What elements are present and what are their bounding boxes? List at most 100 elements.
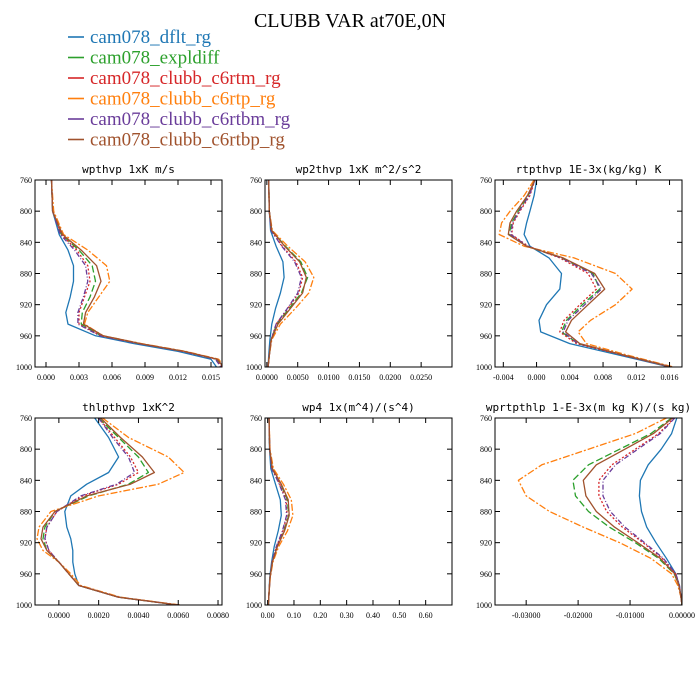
x-tick-label: 0.009 bbox=[136, 373, 154, 382]
y-tick-label: 760 bbox=[20, 414, 32, 423]
y-tick-label: 1000 bbox=[16, 601, 32, 610]
series-line bbox=[50, 180, 222, 367]
x-tick-label: 0.40 bbox=[366, 611, 380, 620]
series-line bbox=[267, 418, 290, 605]
x-tick-label: 0.012 bbox=[627, 373, 645, 382]
legend-label: cam078_clubb_c6rtbm_rg bbox=[90, 109, 291, 130]
y-tick-label: 840 bbox=[250, 238, 262, 247]
series-line bbox=[517, 418, 682, 605]
x-tick-label: -0.03000 bbox=[512, 611, 541, 620]
series-line bbox=[582, 418, 682, 605]
series-line bbox=[510, 180, 672, 367]
chart-panel: rtpthvp 1E-3x(kg/kg) K -0.004 0.000 0.004 0.… bbox=[476, 163, 683, 382]
x-tick-label: 0.20 bbox=[313, 611, 327, 620]
x-tick-label: 0.0050 bbox=[287, 373, 309, 382]
series-group bbox=[36, 418, 185, 605]
y-tick-label: 880 bbox=[480, 270, 492, 279]
y-tick-label: 880 bbox=[20, 508, 32, 517]
legend-label: cam078_clubb_c6rtbp_rg bbox=[90, 130, 285, 151]
x-tick-label: -0.004 bbox=[493, 373, 514, 382]
legend-entry: cam078_clubb_c6rtbp_rg bbox=[68, 130, 285, 151]
y-tick-label: 920 bbox=[250, 539, 262, 548]
y-tick-label: 920 bbox=[20, 301, 32, 310]
y-tick-label: 960 bbox=[480, 332, 492, 341]
y-tick-label: 800 bbox=[480, 445, 492, 454]
y-tick-label: 800 bbox=[480, 207, 492, 216]
series-line bbox=[50, 180, 222, 367]
series-group bbox=[267, 418, 294, 605]
figure-title: CLUBB VAR at70E,0N bbox=[254, 10, 446, 32]
x-tick-label: 0.10 bbox=[287, 611, 301, 620]
series-line bbox=[267, 418, 290, 605]
x-tick-label: 0.003 bbox=[70, 373, 88, 382]
plot-frame bbox=[264, 179, 453, 368]
legend-label: cam078_expldiff bbox=[90, 48, 220, 69]
series-line bbox=[508, 180, 672, 367]
y-tick-label: 840 bbox=[20, 238, 32, 247]
chart-panel: wprtpthlp 1-E-3x(m kg K)/(s kg) -0.03000 -… bbox=[476, 401, 695, 620]
chart-panel: wp2thvp 1xK m^2/s^2 0.0000 0.0050 0.0100 0.0… bbox=[246, 163, 453, 382]
series-line bbox=[40, 418, 179, 605]
x-tick-label: -0.02000 bbox=[564, 611, 593, 620]
y-tick-label: 840 bbox=[250, 476, 262, 485]
series-line bbox=[507, 180, 673, 367]
y-tick-label: 880 bbox=[480, 508, 492, 517]
series-line bbox=[602, 418, 682, 605]
y-tick-label: 1000 bbox=[246, 363, 262, 372]
x-tick-label: 0.016 bbox=[661, 373, 679, 382]
x-tick-label: 0.004 bbox=[561, 373, 579, 382]
y-tick-label: 880 bbox=[250, 508, 262, 517]
x-tick-label: 0.00000 bbox=[669, 611, 695, 620]
series-group bbox=[267, 180, 315, 367]
x-tick-label: 0.006 bbox=[103, 373, 121, 382]
x-tick-label: 0.015 bbox=[202, 373, 220, 382]
legend-label: cam078_clubb_c6rtp_rg bbox=[90, 89, 276, 110]
legend: cam078_dflt_rgcam078_expldiffcam078_club… bbox=[68, 27, 291, 151]
x-tick-label: 0.008 bbox=[594, 373, 612, 382]
series-line bbox=[267, 180, 309, 367]
legend-entry: cam078_dflt_rg bbox=[68, 27, 212, 48]
y-tick-label: 960 bbox=[250, 332, 262, 341]
y-tick-label: 760 bbox=[480, 176, 492, 185]
x-tick-label: 0.0020 bbox=[88, 611, 110, 620]
y-tick-label: 920 bbox=[480, 301, 492, 310]
y-tick-label: 840 bbox=[480, 238, 492, 247]
x-tick-label: 0.30 bbox=[340, 611, 354, 620]
x-tick-label: 0.0100 bbox=[318, 373, 340, 382]
series-line bbox=[50, 180, 222, 367]
y-tick-label: 800 bbox=[20, 445, 32, 454]
series-group bbox=[517, 418, 682, 605]
x-tick-label: 0.0150 bbox=[348, 373, 370, 382]
panel-title: wp4 1x(m^4)/(s^4) bbox=[302, 401, 415, 414]
series-line bbox=[267, 180, 304, 367]
y-tick-label: 840 bbox=[480, 476, 492, 485]
chart-panels: wpthvp 1xK m/s 0.000 0.003 0.006 0.009 0.012 0… bbox=[16, 163, 695, 620]
series-line bbox=[267, 180, 303, 367]
chart-panel: wpthvp 1xK m/s 0.000 0.003 0.006 0.009 0.012 0… bbox=[16, 163, 223, 382]
x-tick-label: 0.50 bbox=[392, 611, 406, 620]
panel-title: rtpthvp 1E-3x(kg/kg) K bbox=[516, 163, 662, 176]
x-tick-label: 0.000 bbox=[528, 373, 546, 382]
x-tick-label: 0.0200 bbox=[379, 373, 401, 382]
legend-entry: cam078_clubb_c6rtbm_rg bbox=[68, 109, 291, 130]
y-tick-label: 920 bbox=[250, 301, 262, 310]
x-tick-label: 0.000 bbox=[37, 373, 55, 382]
series-line bbox=[267, 180, 285, 367]
series-line bbox=[36, 418, 185, 605]
series-group bbox=[498, 180, 674, 367]
y-tick-label: 760 bbox=[480, 414, 492, 423]
y-tick-label: 960 bbox=[20, 332, 32, 341]
series-line bbox=[42, 418, 179, 605]
x-tick-label: 0.00 bbox=[261, 611, 275, 620]
series-line bbox=[50, 180, 222, 366]
y-tick-label: 880 bbox=[250, 270, 262, 279]
series-line bbox=[267, 180, 315, 367]
y-tick-label: 760 bbox=[20, 176, 32, 185]
legend-label: cam078_dflt_rg bbox=[90, 27, 212, 48]
y-tick-label: 920 bbox=[20, 539, 32, 548]
y-tick-label: 960 bbox=[20, 570, 32, 579]
x-tick-label: 0.0060 bbox=[167, 611, 189, 620]
legend-label: cam078_clubb_c6rtm_rg bbox=[90, 68, 281, 89]
